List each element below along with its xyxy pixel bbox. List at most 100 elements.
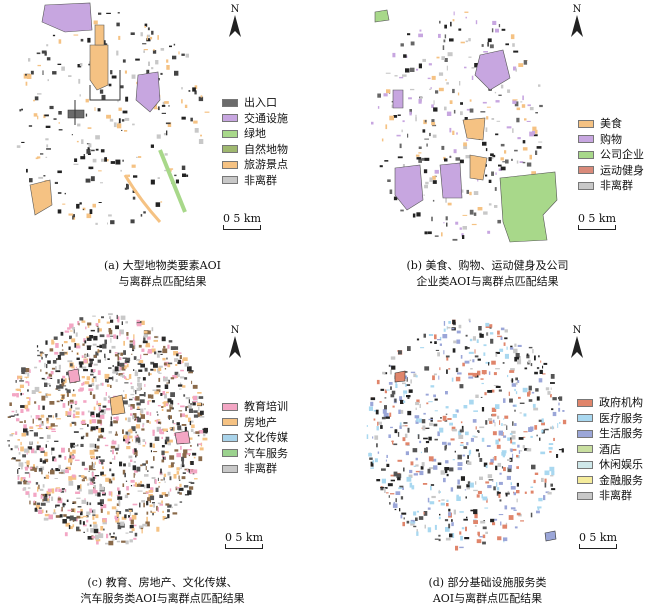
map-fragment <box>52 360 57 364</box>
map-fragment <box>514 149 518 152</box>
map-fragment <box>410 461 414 466</box>
map-fragment <box>125 96 129 102</box>
map-fragment <box>530 512 533 518</box>
map-fragment <box>176 452 181 458</box>
map-fragment <box>456 339 461 344</box>
map-fragment <box>115 517 118 521</box>
map-fragment <box>57 498 63 504</box>
legend-b: 美食 购物 公司企业 运动健身 非离群 <box>578 116 644 194</box>
map-fragment <box>57 63 62 65</box>
legend-swatch <box>577 460 593 469</box>
map-fragment <box>524 118 527 121</box>
map-fragment <box>90 329 95 332</box>
map-fragment <box>127 417 131 423</box>
map-fragment <box>460 421 463 424</box>
map-fragment <box>137 490 143 492</box>
map-fragment <box>92 369 96 372</box>
map-fragment <box>78 322 80 326</box>
map-fragment <box>189 420 192 426</box>
north-arrow-icon <box>229 15 241 37</box>
map-fragment <box>174 371 179 376</box>
map-fragment <box>103 437 106 439</box>
map-fragment <box>479 333 484 338</box>
map-fragment <box>146 516 148 522</box>
map-fragment <box>133 175 138 178</box>
legend-swatch <box>222 160 238 169</box>
legend-item: 政府机构 <box>577 395 643 411</box>
map-fragment <box>55 366 57 370</box>
map-fragment <box>129 509 132 512</box>
map-fragment <box>82 521 85 525</box>
map-fragment <box>495 28 499 33</box>
map-fragment <box>507 89 511 93</box>
map-fragment <box>28 450 30 454</box>
map-fragment <box>79 202 82 205</box>
map-fragment <box>101 413 105 415</box>
map-fragment <box>439 367 441 371</box>
map-fragment <box>178 410 183 412</box>
map-fragment <box>494 422 496 427</box>
map-fragment <box>153 451 158 453</box>
map-fragment <box>172 375 177 379</box>
map-fragment <box>504 415 509 419</box>
map-fragment <box>82 435 85 438</box>
map-fragment <box>514 423 517 426</box>
map-fragment <box>510 345 513 348</box>
map-fragment <box>33 464 35 469</box>
map-fragment <box>145 460 148 464</box>
map-fragment <box>122 429 124 434</box>
map-fragment <box>446 111 452 116</box>
map-fragment <box>55 370 61 373</box>
map-fragment <box>134 418 136 421</box>
map-fragment <box>34 450 37 454</box>
map-fragment <box>393 443 398 446</box>
map-fragment <box>460 355 463 359</box>
map-fragment <box>137 382 142 387</box>
map-fragment <box>446 222 448 227</box>
map-fragment <box>180 445 182 450</box>
map-fragment <box>199 447 204 451</box>
map-fragment <box>74 343 80 348</box>
map-fragment <box>445 391 448 395</box>
map-fragment <box>59 514 63 518</box>
map-fragment <box>169 427 172 430</box>
map-fragment <box>19 384 24 388</box>
map-fragment <box>116 452 118 455</box>
map-fragment <box>71 338 76 343</box>
map-fragment <box>416 531 419 536</box>
map-fragment <box>128 515 130 518</box>
map-fragment <box>135 431 137 434</box>
map-fragment <box>69 515 74 521</box>
map-fragment <box>464 66 467 69</box>
map-fragment <box>63 380 66 385</box>
map-fragment <box>92 463 95 469</box>
map-fragment <box>26 482 30 485</box>
map-fragment <box>403 422 408 424</box>
map-fragment <box>500 157 504 161</box>
map-fragment <box>81 475 85 478</box>
map-fragment <box>536 367 540 370</box>
map-fragment <box>140 408 144 414</box>
map-fragment <box>384 488 386 493</box>
map-fragment <box>166 59 169 63</box>
map-fragment <box>517 380 520 383</box>
map-fragment <box>117 444 120 449</box>
map-fragment <box>89 209 93 214</box>
map-fragment <box>394 398 397 403</box>
legend-swatch <box>222 145 238 154</box>
map-fragment <box>125 435 130 441</box>
map-fragment <box>501 452 506 456</box>
map-fragment <box>73 517 78 522</box>
map-fragment <box>387 179 391 182</box>
map-fragment <box>551 408 554 411</box>
scale-zero: 0 <box>579 531 586 544</box>
map-fragment <box>157 35 159 40</box>
map-fragment <box>433 465 438 470</box>
legend-swatch <box>577 445 593 454</box>
map-fragment <box>15 380 17 383</box>
map-fragment <box>511 441 516 445</box>
map-fragment <box>445 355 450 358</box>
map-fragment <box>499 420 501 425</box>
map-fragment <box>430 385 435 388</box>
map-fragment <box>71 421 76 424</box>
